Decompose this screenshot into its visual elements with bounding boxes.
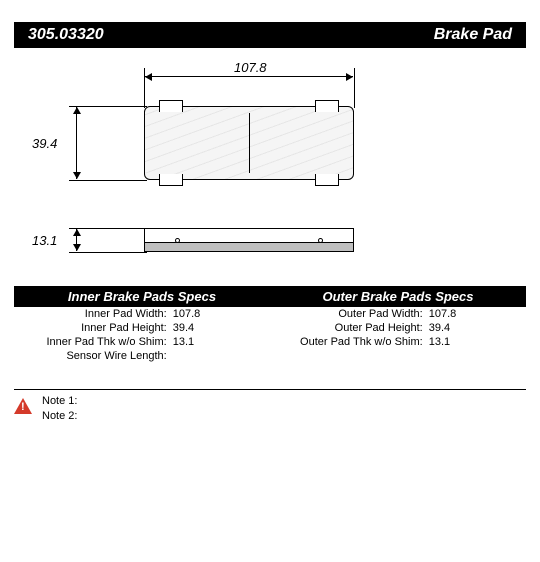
dim-height-text: 39.4	[32, 136, 57, 151]
spec-value: 39.4	[429, 322, 526, 334]
pad-notch	[315, 100, 339, 112]
ext-line	[69, 252, 147, 253]
spec-label: Outer Pad Width:	[270, 308, 429, 320]
spec-row: Outer Pad Height:39.4	[270, 321, 526, 335]
warning-icon	[14, 398, 32, 414]
spec-row: Inner Pad Height:39.4	[14, 321, 270, 335]
pad-side-view	[144, 228, 354, 252]
specs-section: Inner Brake Pads Specs Inner Pad Width:1…	[14, 286, 526, 363]
spec-label: Outer Pad Height:	[270, 322, 429, 334]
spec-label: Inner Pad Width:	[14, 308, 173, 320]
ext-line	[69, 228, 147, 229]
spec-row: Inner Pad Width:107.8	[14, 307, 270, 321]
pad-face-view	[144, 106, 354, 180]
dim-width-line	[145, 76, 353, 77]
pad-notch	[159, 100, 183, 112]
dim-height-line	[76, 107, 77, 179]
technical-drawing: 107.8 39.4 13.1	[14, 58, 526, 278]
dim-thk-text: 13.1	[32, 233, 57, 248]
inner-specs-header: Inner Brake Pads Specs	[14, 286, 270, 307]
spec-row: Outer Pad Width:107.8	[270, 307, 526, 321]
spec-label: Inner Pad Height:	[14, 322, 173, 334]
part-number: 305.03320	[28, 26, 104, 44]
notes-section: Note 1: Note 2:	[14, 389, 526, 425]
note-lines: Note 1: Note 2:	[42, 394, 77, 425]
spec-row: Inner Pad Thk w/o Shim:13.1	[14, 335, 270, 349]
ext-line	[69, 180, 147, 181]
spec-value: 13.1	[173, 336, 270, 348]
dim-width-text: 107.8	[234, 60, 267, 75]
spec-row: Sensor Wire Length:	[14, 349, 270, 363]
backing-plate	[145, 242, 353, 251]
spec-value: 13.1	[429, 336, 526, 348]
outer-specs-column: Outer Brake Pads Specs Outer Pad Width:1…	[270, 286, 526, 363]
spec-label: Outer Pad Thk w/o Shim:	[270, 336, 429, 348]
dim-thk-line	[76, 229, 77, 251]
header-bar: 305.03320 Brake Pad	[14, 22, 526, 48]
pad-notch	[159, 174, 183, 186]
spec-label: Sensor Wire Length:	[14, 350, 173, 362]
mount-hole	[318, 238, 323, 243]
ext-line	[69, 106, 147, 107]
inner-specs-column: Inner Brake Pads Specs Inner Pad Width:1…	[14, 286, 270, 363]
spec-value: 107.8	[173, 308, 270, 320]
ext-line	[354, 68, 355, 108]
product-label: Brake Pad	[434, 26, 512, 44]
spec-value	[173, 350, 270, 362]
spec-value: 107.8	[429, 308, 526, 320]
outer-specs-header: Outer Brake Pads Specs	[270, 286, 526, 307]
note-1: Note 1:	[42, 394, 77, 409]
spec-label: Inner Pad Thk w/o Shim:	[14, 336, 173, 348]
spec-value: 39.4	[173, 322, 270, 334]
note-2: Note 2:	[42, 409, 77, 424]
mount-hole	[175, 238, 180, 243]
spec-row: Outer Pad Thk w/o Shim:13.1	[270, 335, 526, 349]
pad-notch	[315, 174, 339, 186]
